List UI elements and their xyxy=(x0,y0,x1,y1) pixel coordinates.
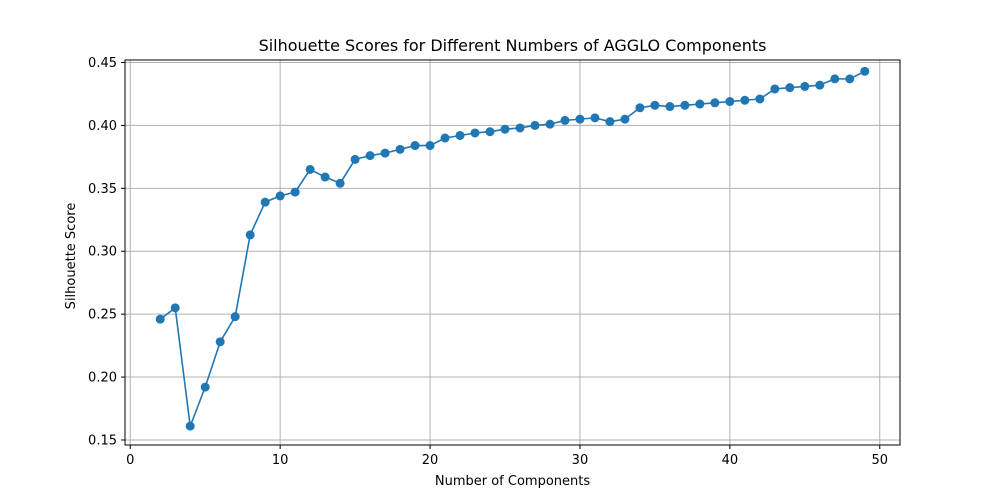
data-point xyxy=(710,98,720,108)
data-point xyxy=(635,103,645,113)
y-tick-label: 0.30 xyxy=(88,245,117,260)
data-point xyxy=(425,141,435,151)
data-point xyxy=(515,123,525,133)
data-point xyxy=(815,80,825,90)
y-tick-label: 0.15 xyxy=(88,433,117,448)
data-point xyxy=(365,151,375,161)
data-point xyxy=(440,133,450,143)
data-point xyxy=(380,148,390,158)
data-point xyxy=(410,141,420,151)
data-points-layer xyxy=(155,66,870,431)
data-point xyxy=(830,74,840,84)
tick-layer: 0 10 20 30 40 50 0.15 0.20 0.25 0.30 0.35 0.40 0.45 xyxy=(88,56,888,468)
x-axis-label: Number of Components xyxy=(435,474,590,489)
data-point xyxy=(170,303,180,313)
data-point xyxy=(860,66,870,76)
y-tick-label: 0.25 xyxy=(88,308,117,323)
data-point xyxy=(245,230,255,240)
x-tick-label: 10 xyxy=(272,453,289,468)
data-point xyxy=(680,100,690,110)
data-point xyxy=(290,187,300,197)
y-tick-label: 0.40 xyxy=(88,119,117,134)
data-point xyxy=(155,314,165,324)
data-point xyxy=(485,127,495,137)
data-point xyxy=(770,84,780,94)
data-point xyxy=(725,97,735,107)
data-point xyxy=(545,119,555,129)
data-point xyxy=(740,95,750,105)
x-tick-label: 30 xyxy=(572,453,589,468)
data-point xyxy=(470,128,480,138)
data-point xyxy=(560,115,570,125)
data-point xyxy=(665,102,675,112)
y-axis-label: Silhouette Score xyxy=(64,203,79,310)
data-point xyxy=(845,74,855,84)
chart-title: Silhouette Scores for Different Numbers … xyxy=(259,36,767,55)
series-line-layer xyxy=(159,70,866,427)
data-point xyxy=(575,114,585,124)
x-tick-label: 40 xyxy=(722,453,739,468)
x-tick-label: 20 xyxy=(422,453,439,468)
data-point xyxy=(590,113,600,123)
data-point xyxy=(755,94,765,104)
data-point xyxy=(620,114,630,124)
y-tick-label: 0.35 xyxy=(88,182,117,197)
grid-layer xyxy=(125,60,900,445)
data-point xyxy=(395,144,405,154)
data-point xyxy=(800,81,810,91)
data-point xyxy=(785,83,795,93)
data-point xyxy=(230,312,240,322)
y-tick-label: 0.45 xyxy=(88,56,117,71)
data-point xyxy=(215,337,225,347)
data-point xyxy=(335,178,345,188)
data-point xyxy=(500,124,510,134)
data-point xyxy=(695,99,705,109)
data-point xyxy=(320,172,330,182)
x-tick-label: 0 xyxy=(126,453,134,468)
data-point xyxy=(605,117,615,127)
data-point xyxy=(650,100,660,110)
data-point xyxy=(305,164,315,174)
series-line xyxy=(159,70,866,427)
x-tick-label: 50 xyxy=(871,453,888,468)
data-point xyxy=(455,130,465,140)
data-point xyxy=(530,120,540,130)
data-point xyxy=(185,421,195,431)
data-point xyxy=(350,154,360,164)
data-point xyxy=(200,382,210,392)
data-point xyxy=(275,191,285,201)
data-point xyxy=(260,197,270,207)
plot-frame xyxy=(124,59,901,446)
y-tick-label: 0.20 xyxy=(88,371,117,386)
